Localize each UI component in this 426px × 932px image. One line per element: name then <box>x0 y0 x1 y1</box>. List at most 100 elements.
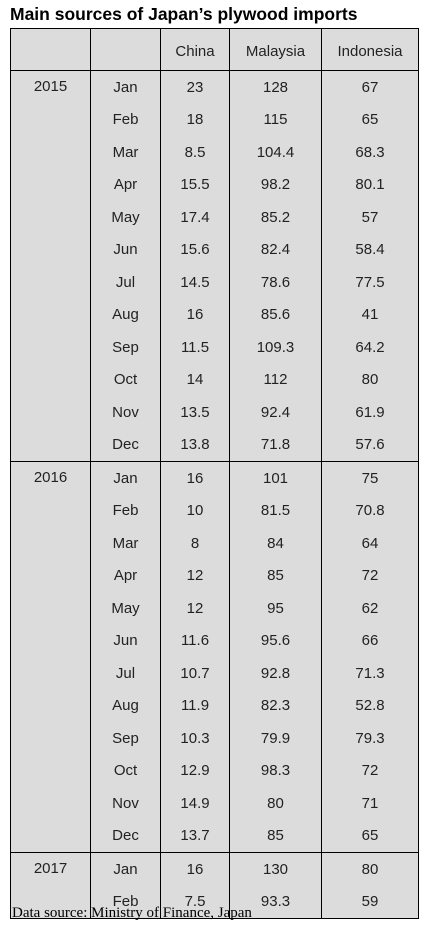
value-cell: 62 <box>321 592 419 625</box>
value-cell: 66 <box>321 624 419 657</box>
month-cell: Dec <box>90 819 161 853</box>
value-cell: 65 <box>321 103 419 136</box>
value-cell: 82.3 <box>229 689 322 722</box>
value-cell: 84 <box>229 527 322 560</box>
month-cell: Mar <box>90 136 161 169</box>
value-cell: 95 <box>229 592 322 625</box>
value-cell: 11.9 <box>160 689 230 722</box>
table-row: Feb 7.5 93.3 59 <box>11 885 419 919</box>
value-cell: 101 <box>229 461 322 495</box>
month-cell: Jun <box>90 233 161 266</box>
month-cell: Apr <box>90 168 161 201</box>
table-row: Nov 13.5 92.4 61.9 <box>11 396 419 429</box>
table-row: Jul 10.7 92.8 71.3 <box>11 657 419 690</box>
year-cell: 2016 <box>10 461 91 853</box>
value-cell: 64.2 <box>321 331 419 364</box>
value-cell: 15.5 <box>160 168 230 201</box>
value-cell: 16 <box>160 298 230 331</box>
value-cell: 85 <box>229 819 322 853</box>
value-cell: 95.6 <box>229 624 322 657</box>
value-cell: 64 <box>321 527 419 560</box>
month-cell: Jan <box>90 70 161 104</box>
month-cell: Apr <box>90 559 161 592</box>
value-cell: 13.5 <box>160 396 230 429</box>
value-cell: 68.3 <box>321 136 419 169</box>
value-cell: 16 <box>160 461 230 495</box>
month-cell: May <box>90 201 161 234</box>
table-row: Jul 14.5 78.6 77.5 <box>11 266 419 299</box>
table-row: Sep 11.5 109.3 64.2 <box>11 331 419 364</box>
value-cell: 98.2 <box>229 168 322 201</box>
value-cell: 8.5 <box>160 136 230 169</box>
value-cell: 15.6 <box>160 233 230 266</box>
value-cell: 10.7 <box>160 657 230 690</box>
month-cell: Aug <box>90 298 161 331</box>
table-row: Jun 11.6 95.6 66 <box>11 624 419 657</box>
month-cell: Oct <box>90 754 161 787</box>
value-cell: 10 <box>160 494 230 527</box>
table-row: Apr 12 85 72 <box>11 559 419 592</box>
value-cell: 80 <box>229 787 322 820</box>
month-cell: Nov <box>90 787 161 820</box>
table-row: May 17.4 85.2 57 <box>11 201 419 234</box>
month-cell: Feb <box>90 494 161 527</box>
value-cell: 80 <box>321 852 419 886</box>
value-cell: 57 <box>321 201 419 234</box>
table-row: Jun 15.6 82.4 58.4 <box>11 233 419 266</box>
table-row: Oct 12.9 98.3 72 <box>11 754 419 787</box>
value-cell: 8 <box>160 527 230 560</box>
column-header: Indonesia <box>321 28 419 71</box>
value-cell: 59 <box>321 885 419 919</box>
month-cell: May <box>90 592 161 625</box>
value-cell: 58.4 <box>321 233 419 266</box>
month-cell: Jan <box>90 461 161 495</box>
month-cell: Dec <box>90 428 161 462</box>
value-cell: 11.5 <box>160 331 230 364</box>
value-cell: 104.4 <box>229 136 322 169</box>
value-cell: 75 <box>321 461 419 495</box>
value-cell: 12 <box>160 592 230 625</box>
header-row: China Malaysia Indonesia <box>10 28 419 71</box>
value-cell: 93.3 <box>229 885 322 919</box>
blank <box>10 28 91 71</box>
year-cell: 2015 <box>10 70 91 462</box>
value-cell: 109.3 <box>229 331 322 364</box>
source-note: Data source: Ministry of Finance, Japan <box>12 905 252 921</box>
column-header: Malaysia <box>229 28 322 71</box>
value-cell: 72 <box>321 559 419 592</box>
value-cell: 72 <box>321 754 419 787</box>
month-cell: Nov <box>90 396 161 429</box>
table-row: 2016 Jan 16 101 75 <box>10 461 419 853</box>
value-cell: 61.9 <box>321 396 419 429</box>
value-cell: 85 <box>229 559 322 592</box>
month-cell: Sep <box>90 331 161 364</box>
value-cell: 14 <box>160 363 230 396</box>
table-row: Aug 16 85.6 41 <box>11 298 419 331</box>
month-cell: Aug <box>90 689 161 722</box>
value-cell: 115 <box>229 103 322 136</box>
value-cell: 78.6 <box>229 266 322 299</box>
value-cell: 128 <box>229 70 322 104</box>
table-row: Dec 13.8 71.8 57.6 <box>11 428 419 462</box>
table-row: Mar 8 84 64 <box>11 527 419 560</box>
month-cell: Jan <box>90 852 161 886</box>
value-cell: 14.5 <box>160 266 230 299</box>
table-row: Oct 14 112 80 <box>11 363 419 396</box>
value-cell: 79.3 <box>321 722 419 755</box>
month-cell: Sep <box>90 722 161 755</box>
month-cell: Jul <box>90 657 161 690</box>
table-row: May 12 95 62 <box>11 592 419 625</box>
value-cell: 13.8 <box>160 428 230 462</box>
value-cell: 67 <box>321 70 419 104</box>
value-cell: 79.9 <box>229 722 322 755</box>
value-cell: 92.4 <box>229 396 322 429</box>
table-row: 2015 Jan 23 128 67 <box>10 70 419 462</box>
column-header: China <box>160 28 230 71</box>
value-cell: 12.9 <box>160 754 230 787</box>
value-cell: 98.3 <box>229 754 322 787</box>
table-row: Sep 10.3 79.9 79.3 <box>11 722 419 755</box>
value-cell: 130 <box>229 852 322 886</box>
value-cell: 85.2 <box>229 201 322 234</box>
data-table: China Malaysia Indonesia 2015 Jan 23 128 67 Feb… <box>10 28 419 919</box>
